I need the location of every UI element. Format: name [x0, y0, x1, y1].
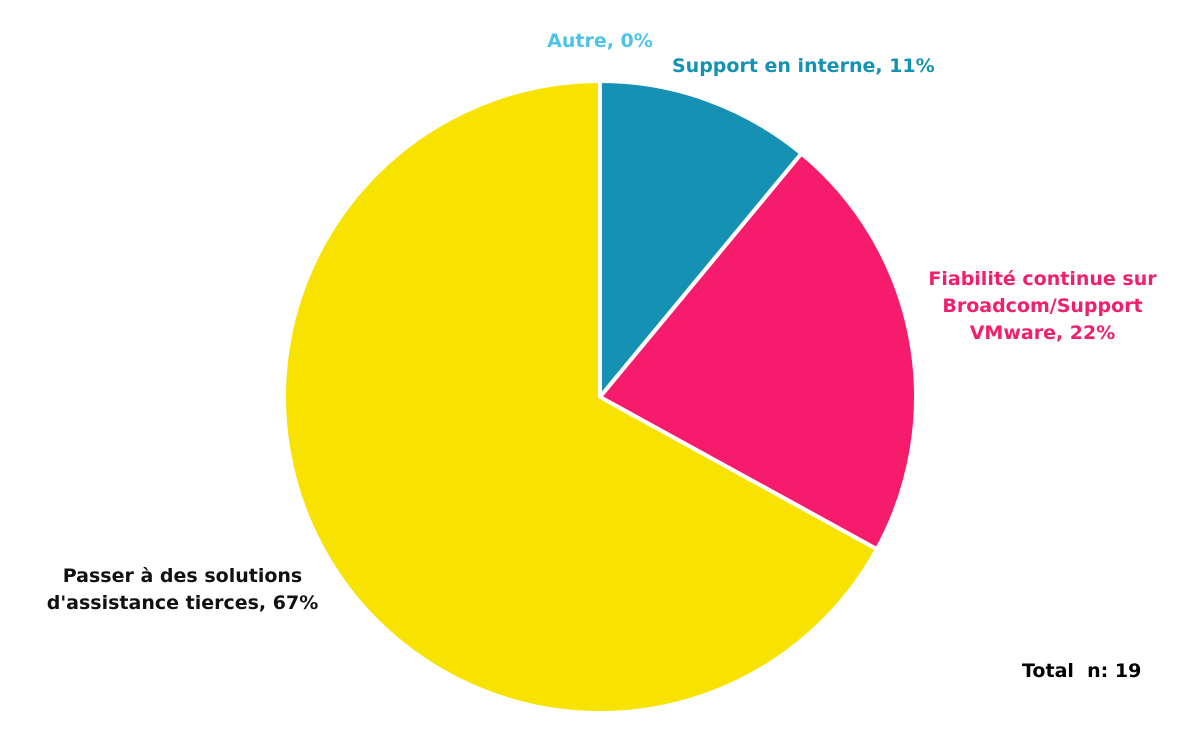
- data-label: Fiabilité continue sur Broadcom/Support …: [928, 268, 1164, 344]
- data-label: Passer à des solutions d'assistance tier…: [46, 565, 319, 614]
- pie-slice: [282, 79, 879, 715]
- data-label: Autre, 0%: [547, 30, 653, 52]
- data-label: Support en interne, 11%: [672, 55, 935, 77]
- pie-slice: [598, 79, 804, 399]
- annotation: Total n: 19: [1022, 660, 1142, 682]
- pie-slice: [598, 151, 918, 552]
